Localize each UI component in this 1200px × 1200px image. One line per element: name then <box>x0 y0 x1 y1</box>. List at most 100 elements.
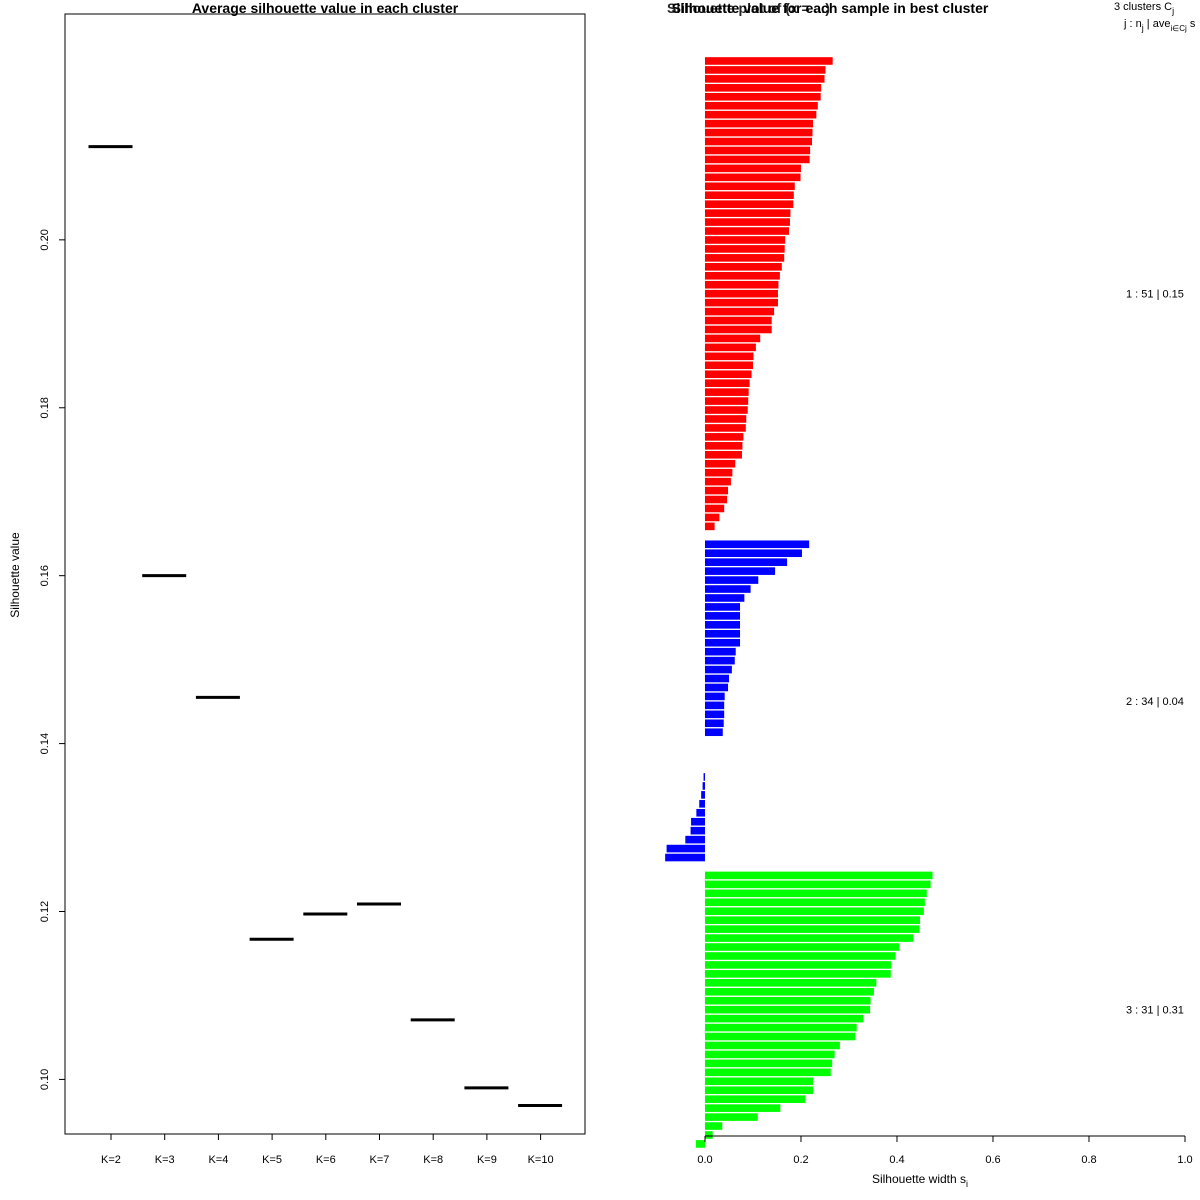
right-chart-title: Silhouette value for each sample in best… <box>672 0 989 16</box>
cluster-3-bar <box>705 961 892 969</box>
cluster-2-bar <box>705 549 802 558</box>
cluster-1-bar <box>705 164 801 173</box>
right-x-tick-label: 0.0 <box>697 1154 712 1166</box>
left-marks <box>88 145 563 1107</box>
right-x-tick-label: 0.6 <box>985 1154 1000 1166</box>
cluster-2-bar <box>690 826 705 835</box>
cluster-1-bar <box>705 433 744 441</box>
right-cluster-labels: 1 : 51 | 0.15 2 : 34 | 0.04 3 : 31 | 0.31 <box>1126 289 1184 1017</box>
cluster-2-bar <box>705 603 741 611</box>
cluster-1-bar <box>705 263 782 271</box>
cluster-3-bar <box>705 898 925 907</box>
cluster-1-bar <box>705 307 775 316</box>
cluster-2-bar <box>705 558 788 566</box>
cluster-1-bar <box>705 298 778 307</box>
right-x-tick-label: 0.2 <box>793 1154 808 1166</box>
left-y-tick-label: 0.10 <box>39 1069 51 1090</box>
cluster-1-bar <box>705 92 821 101</box>
cluster-1-bar <box>705 370 752 379</box>
cluster-3-bar <box>705 943 900 951</box>
cluster-3-bar <box>705 1068 831 1077</box>
cluster-1-bar <box>705 504 725 513</box>
left-y-tick-label: 0.18 <box>39 397 51 418</box>
cluster-1-bar <box>705 137 813 146</box>
cluster-3-bar <box>705 1122 723 1130</box>
cluster-1-bar <box>705 227 789 235</box>
left-x-tick-label: K=8 <box>423 1154 443 1166</box>
cluster-1-bar <box>705 182 795 191</box>
cluster-2-bar <box>691 817 705 826</box>
cluster-2-bar <box>705 594 745 602</box>
left-x-tick-label: K=5 <box>262 1154 282 1166</box>
cluster-3-bar <box>705 871 933 880</box>
left-y-ticks: 0.10 0.12 0.14 0.16 0.18 0.20 <box>39 229 66 1090</box>
cluster-2-bar <box>701 791 705 799</box>
cluster-1-bar <box>705 352 754 361</box>
cluster-2-bar <box>696 808 705 817</box>
cluster-1-bar <box>705 388 749 396</box>
cluster-2-bar <box>705 674 729 683</box>
cluster-1-bar <box>705 245 785 253</box>
left-plot-frame <box>64 13 586 1135</box>
left-y-tick-label: 0.14 <box>39 733 51 754</box>
cluster-1-bar <box>705 343 756 352</box>
cluster-3-bar <box>705 1023 857 1032</box>
legend-header-line2: j : nj | avei∈Cj s <box>1123 18 1196 33</box>
cluster-3-bar <box>705 880 931 889</box>
left-y-axis-label: Silhouette value <box>8 532 22 618</box>
cluster-3-bar <box>705 979 877 987</box>
cluster-1-bar <box>705 289 778 298</box>
right-chart-overlap-title: Silhouette plot of (x = ...) <box>667 0 830 16</box>
cluster-2-bar <box>699 800 705 808</box>
right-x-tick-label: 1.0 <box>1177 1154 1192 1166</box>
cluster-1-bar <box>705 477 731 486</box>
cluster-3-bar <box>705 1095 806 1103</box>
cluster-1-bar <box>705 459 736 468</box>
cluster-2-bar <box>705 665 732 674</box>
cluster-1-bar <box>705 146 811 155</box>
cluster-1-bar <box>705 379 750 387</box>
left-x-tick-label: K=2 <box>101 1154 121 1166</box>
cluster-1-bar <box>705 101 818 110</box>
cluster-1-bar <box>705 84 822 92</box>
cluster-2-bar <box>705 692 725 701</box>
left-x-tick-label: K=4 <box>208 1154 228 1166</box>
cluster-2-bar <box>685 835 705 844</box>
left-y-tick-label: 0.16 <box>39 565 51 586</box>
cluster-2-bar <box>705 629 741 638</box>
cluster-2-bar <box>702 782 705 790</box>
cluster-1-bar <box>705 522 715 531</box>
cluster-3-bar <box>705 1005 871 1014</box>
cluster-3-bar <box>705 1059 833 1068</box>
cluster-2-bar <box>705 540 810 549</box>
cluster-1-bar <box>705 271 780 280</box>
cluster-3-bar <box>705 934 914 942</box>
right-chart-panel: Silhouette plot of (x = ...) Silhouette … <box>665 0 1196 1189</box>
cluster-1-bar <box>705 128 813 137</box>
cluster-1-bar <box>705 495 728 504</box>
cluster-3-bar <box>705 1104 781 1112</box>
cluster-1-bar <box>705 254 785 262</box>
cluster-3-bar <box>705 889 927 898</box>
left-y-tick-label: 0.12 <box>39 901 51 922</box>
right-x-tick-label: 0.8 <box>1081 1154 1096 1166</box>
left-x-tick-label: K=7 <box>370 1154 390 1166</box>
right-x-axis-label: Silhouette width si <box>872 1172 968 1189</box>
cluster-3-bar <box>705 1077 813 1086</box>
cluster-3-label: 3 : 31 | 0.31 <box>1126 1005 1184 1017</box>
cluster-1-bar <box>705 334 761 343</box>
left-x-ticks: K=2 K=3 K=4 K=5 K=6 K=7 K=8 K=9 K=10 <box>101 1133 554 1166</box>
cluster-1-bar <box>705 110 817 119</box>
cluster-3-bar <box>705 1014 864 1023</box>
cluster-1-bar <box>705 209 791 217</box>
cluster-1-bar <box>705 200 794 208</box>
cluster-1-bar <box>705 119 813 128</box>
cluster-3-bar <box>705 1131 713 1139</box>
cluster-1-bar <box>705 75 825 83</box>
cluster-1-bar <box>705 218 790 226</box>
cluster-1-bar <box>705 415 747 423</box>
left-x-tick-label: K=9 <box>477 1154 497 1166</box>
cluster-3-bar <box>695 1140 705 1148</box>
cluster-1-bar <box>705 397 749 405</box>
cluster-2-bar <box>705 585 751 593</box>
